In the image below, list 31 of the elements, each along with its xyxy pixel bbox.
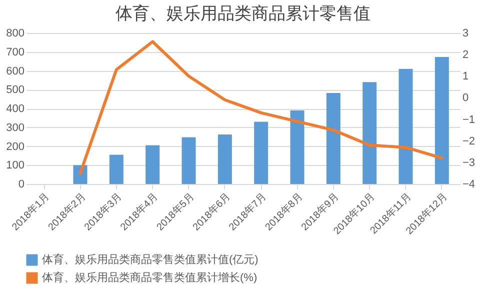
bar	[434, 56, 449, 184]
y-tick-label: 300	[6, 122, 24, 134]
line-series	[78, 40, 444, 175]
bar	[182, 137, 196, 184]
y2-tick-label: −2	[462, 135, 476, 148]
y2-tick-label: −1	[462, 114, 476, 126]
legend-label: 体育、娱乐用品类商品零售类值累计增长(%)	[42, 271, 258, 284]
y-tick-label: 200	[6, 140, 24, 153]
y-tick-label: 600	[6, 65, 24, 78]
legend-label: 体育、娱乐用品类商品零售类值累计值(亿元)	[42, 253, 258, 266]
bar	[326, 93, 340, 184]
bar	[109, 154, 124, 184]
y-tick-label: 700	[6, 46, 24, 58]
y2-tick-label: 3	[462, 28, 469, 40]
y2-tick-label: 2	[462, 49, 469, 62]
y2-tick-label: −4	[462, 178, 476, 190]
y-tick-label: 800	[6, 28, 24, 40]
y-tick-label: 0	[18, 178, 24, 190]
y-tick-label: 500	[6, 84, 24, 96]
bar	[218, 134, 232, 184]
y2-tick-label: 0	[462, 92, 469, 104]
y2-tick-label: −3	[462, 156, 476, 169]
bar	[254, 122, 268, 184]
bar	[146, 145, 160, 184]
chart-title: 体育、娱乐用品类商品累计零售值	[116, 4, 370, 23]
y-tick-label: 400	[6, 103, 24, 115]
y2-tick-label: 1	[462, 70, 469, 83]
bar	[362, 82, 377, 184]
bar	[398, 68, 413, 184]
y-tick-label: 100	[6, 160, 24, 172]
bar	[290, 110, 304, 184]
